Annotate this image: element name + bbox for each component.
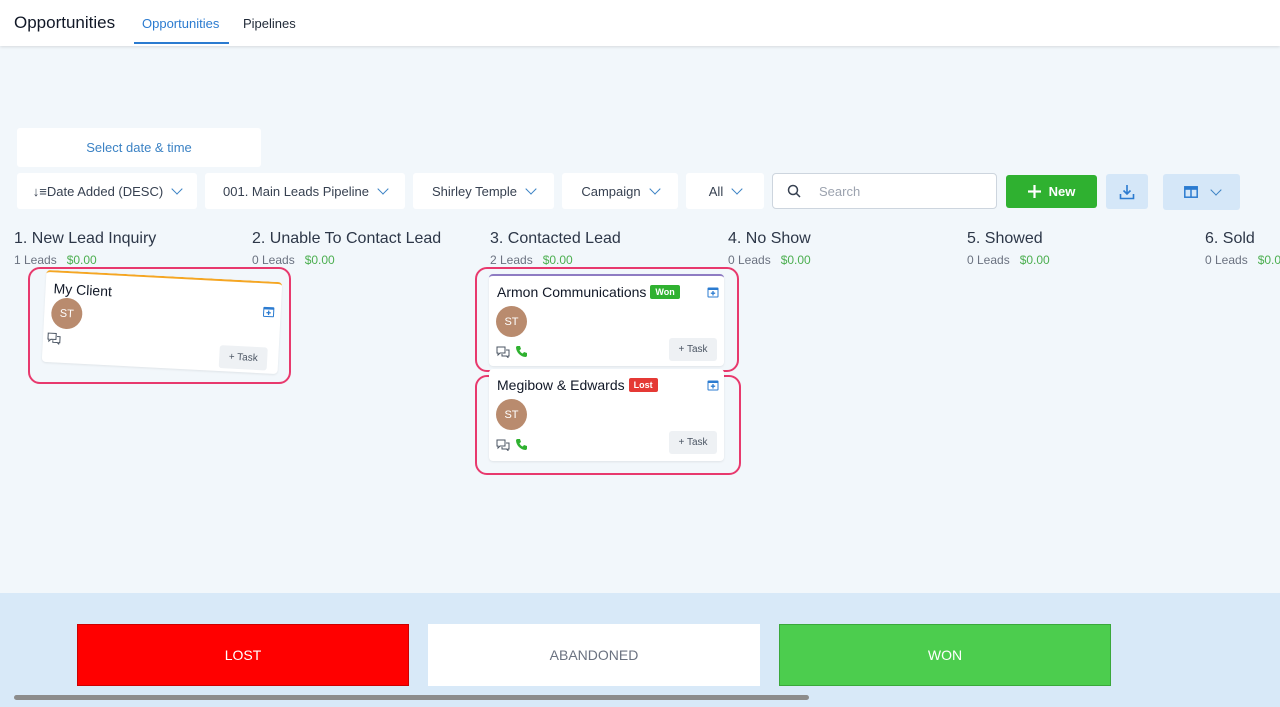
active-tab-indicator <box>134 42 229 44</box>
stage-lead-count: 0 Leads <box>728 253 771 267</box>
drop-zone-lost[interactable]: LOST <box>77 624 409 686</box>
chat-icon[interactable] <box>47 332 62 345</box>
avatar: ST <box>496 399 527 430</box>
avatar: ST <box>496 306 527 337</box>
campaign-dropdown[interactable]: Campaign <box>562 173 678 209</box>
stage-lead-count: 0 Leads <box>967 253 1010 267</box>
stage-column-header: 6. Sold 0 Leads $0.00 <box>1205 230 1280 267</box>
horizontal-scrollbar[interactable] <box>14 695 809 700</box>
sort-label: ↓≡Date Added (DESC) <box>32 183 164 199</box>
chevron-down-icon <box>648 183 661 195</box>
chat-icon[interactable] <box>496 439 510 451</box>
campaign-label: Campaign <box>581 183 641 199</box>
chat-icon[interactable] <box>496 346 510 358</box>
status-badge: Lost <box>628 378 658 392</box>
sort-dropdown[interactable]: ↓≡Date Added (DESC) <box>17 173 197 209</box>
drop-zone-won[interactable]: WON <box>779 624 1111 686</box>
avatar: ST <box>50 297 84 330</box>
status-label: All <box>708 183 724 199</box>
phone-icon[interactable] <box>515 438 528 451</box>
stage-lead-count: 0 Leads <box>252 253 295 267</box>
card-title: Armon Communications Won <box>497 284 680 300</box>
stage-lead-count: 0 Leads <box>1205 253 1248 267</box>
card-title: My Client <box>53 280 112 299</box>
stage-name: 1. New Lead Inquiry <box>14 230 157 247</box>
phone-icon[interactable] <box>515 345 528 358</box>
chevron-down-icon <box>377 183 389 195</box>
stage-name: 2. Unable To Contact Lead <box>252 230 442 247</box>
calendar-add-icon[interactable] <box>262 305 275 318</box>
card-actions <box>496 345 528 358</box>
pipeline-label: 001. Main Leads Pipeline <box>223 183 369 199</box>
stage-amount: $0.00 <box>66 253 97 267</box>
card-highlight <box>28 267 291 384</box>
search-icon <box>787 184 801 198</box>
card-title: Megibow & Edwards Lost <box>497 377 658 393</box>
stage-lead-count: 1 Leads <box>14 253 57 267</box>
tab-opportunities[interactable]: Opportunities <box>142 16 220 31</box>
stage-name: 3. Contacted Lead <box>490 230 621 247</box>
user-label: Shirley Temple <box>431 183 518 199</box>
add-task-button[interactable]: + Task <box>669 338 717 361</box>
download-icon <box>1119 184 1135 199</box>
user-dropdown[interactable]: Shirley Temple <box>413 173 554 209</box>
drop-zone-abandoned[interactable]: ABANDONED <box>428 624 760 686</box>
card-title-text: Megibow & Edwards <box>497 377 625 393</box>
stage-amount: $0.00 <box>780 253 811 267</box>
stage-amount: $0.00 <box>1257 253 1280 267</box>
download-button[interactable] <box>1106 174 1148 209</box>
chevron-down-icon <box>525 183 537 195</box>
opportunity-card[interactable]: Armon Communications Won ST + Task <box>489 274 724 366</box>
stage-lead-count: 2 Leads <box>490 253 533 267</box>
stage-amount: $0.00 <box>1019 253 1050 267</box>
status-dropdown[interactable]: All <box>686 173 764 209</box>
search-input[interactable] <box>819 183 979 199</box>
chevron-down-icon <box>171 183 183 195</box>
chevron-down-icon <box>731 183 743 195</box>
card-actions <box>496 438 528 451</box>
card-actions <box>47 332 62 345</box>
stage-column-header: 5. Showed 0 Leads $0.00 <box>967 230 1050 267</box>
stage-name: 4. No Show <box>728 230 811 247</box>
columns-icon <box>1183 186 1198 198</box>
pipeline-dropdown[interactable]: 001. Main Leads Pipeline <box>205 173 405 209</box>
plus-icon <box>1027 185 1041 198</box>
new-opportunity-button[interactable]: New <box>1006 175 1097 208</box>
top-bar: Opportunities Opportunities Pipelines <box>0 0 1280 46</box>
card-title-text: My Client <box>53 280 113 300</box>
stage-amount: $0.00 <box>542 253 573 267</box>
new-button-label: New <box>1048 184 1076 199</box>
date-time-selector[interactable]: Select date & time <box>17 128 261 167</box>
tab-pipelines[interactable]: Pipelines <box>243 16 296 31</box>
page-title: Opportunities <box>14 13 116 32</box>
chevron-down-icon <box>1209 184 1222 196</box>
search-box <box>772 173 997 209</box>
add-task-button[interactable]: + Task <box>218 345 268 371</box>
calendar-add-icon[interactable] <box>707 379 719 391</box>
card-title-text: Armon Communications <box>497 284 647 300</box>
add-task-button[interactable]: + Task <box>669 431 717 454</box>
stage-name: 5. Showed <box>967 230 1043 247</box>
stage-column-header: 2. Unable To Contact Lead 0 Leads $0.00 <box>252 230 441 267</box>
view-toggle-button[interactable] <box>1163 174 1240 210</box>
opportunity-card[interactable]: My Client ST + Task <box>41 269 283 375</box>
stage-name: 6. Sold <box>1205 230 1255 247</box>
stage-column-header: 3. Contacted Lead 2 Leads $0.00 <box>490 230 621 267</box>
calendar-add-icon[interactable] <box>707 286 719 298</box>
stage-amount: $0.00 <box>304 253 335 267</box>
opportunity-card[interactable]: Megibow & Edwards Lost ST + Task <box>489 369 724 461</box>
stage-column-header: 1. New Lead Inquiry 1 Leads $0.00 <box>14 230 156 267</box>
stage-column-header: 4. No Show 0 Leads $0.00 <box>728 230 811 267</box>
status-badge: Won <box>650 285 680 299</box>
